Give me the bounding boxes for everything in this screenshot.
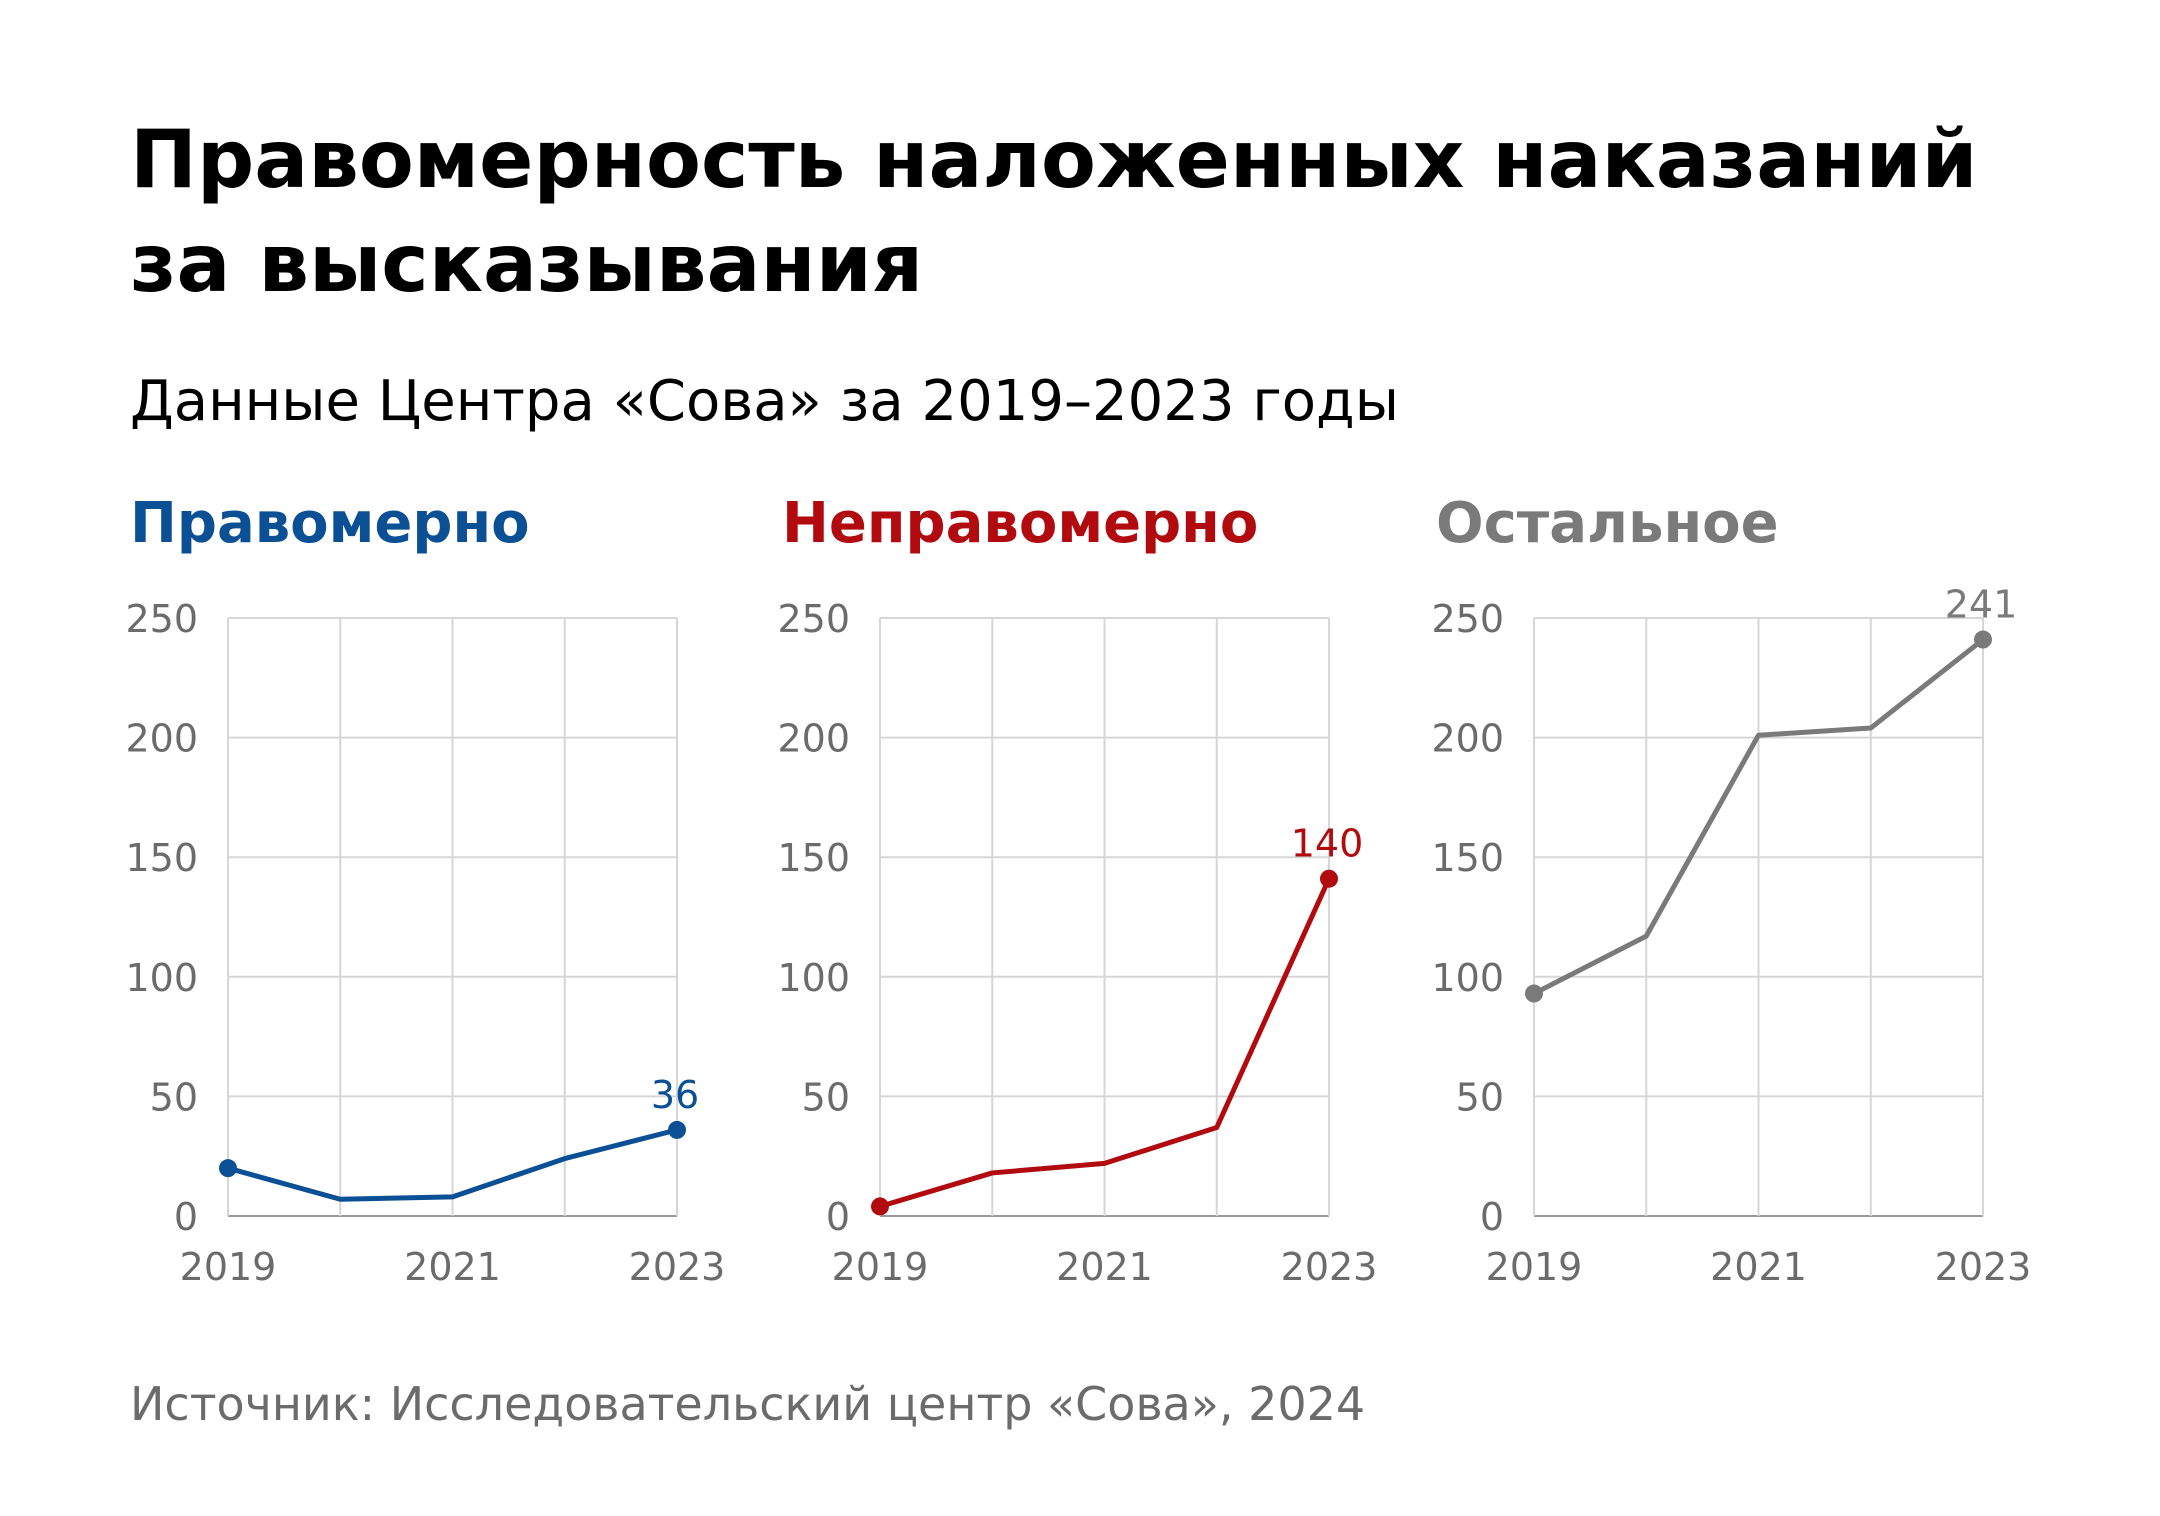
data-point-marker	[1525, 984, 1543, 1003]
data-point-marker	[871, 1197, 889, 1216]
y-tick-label: 100	[125, 956, 198, 1000]
y-tick-label: 250	[777, 597, 850, 641]
series-line	[877, 876, 1332, 1209]
data-label: 140	[1291, 822, 1364, 866]
y-tick-label: 200	[125, 717, 198, 761]
chart-title-lawful: Правомерно	[130, 491, 530, 556]
y-tick-label: 100	[1431, 956, 1504, 1000]
y-tick-label: 150	[1431, 836, 1504, 880]
x-tick-label: 2023	[1935, 1245, 2032, 1289]
series-line	[225, 1127, 680, 1202]
y-tick-label: 50	[150, 1075, 198, 1119]
x-tick-label: 2021	[1056, 1245, 1153, 1289]
data-point-marker	[668, 1120, 686, 1139]
y-tick-label: 200	[1431, 717, 1504, 761]
y-tick-label: 0	[826, 1195, 850, 1239]
y-tick-label: 250	[1431, 597, 1504, 641]
data-point-marker	[1320, 869, 1338, 888]
y-tick-label: 0	[174, 1195, 198, 1239]
y-tick-label: 250	[125, 597, 198, 641]
x-tick-label: 2019	[1486, 1245, 1583, 1289]
data-label: 36	[651, 1073, 699, 1117]
y-tick-label: 150	[777, 836, 850, 880]
y-tick-label: 0	[1480, 1195, 1504, 1239]
chart-title-unlawful: Неправомерно	[782, 491, 1259, 556]
x-tick-label: 2019	[832, 1245, 929, 1289]
x-tick-label: 2023	[629, 1245, 726, 1289]
y-tick-label: 150	[125, 836, 198, 880]
x-tick-label: 2021	[404, 1245, 501, 1289]
chart-lawful: 0 50 100 150 200 250 2019 2021 2023 36	[125, 597, 725, 1289]
data-point-marker	[219, 1159, 237, 1178]
x-tick-label: 2019	[180, 1245, 277, 1289]
x-tick-label: 2023	[1281, 1245, 1378, 1289]
page-title: Правомерность наложенных наказаний за вы…	[130, 113, 1978, 310]
chart-unlawful: 0 50 100 150 200 250 2019 2021 2023 140	[777, 597, 1377, 1289]
y-tick-label: 200	[777, 717, 850, 761]
y-tick-label: 50	[1456, 1075, 1504, 1119]
chart-title-other: Остальное	[1436, 491, 1779, 556]
series-line	[1531, 637, 1986, 997]
chart-other: 0 50 100 150 200 250 2019 2021 2023 241	[1431, 583, 2031, 1289]
x-tick-label: 2021	[1710, 1245, 1807, 1289]
data-point-marker	[1974, 630, 1992, 649]
page-subtitle: Данные Центра «Сова» за 2019–2023 годы	[130, 369, 1399, 434]
y-tick-label: 50	[802, 1075, 850, 1119]
data-label: 241	[1945, 583, 2018, 627]
source-note: Источник: Исследовательский центр «Сова»…	[130, 1377, 1366, 1431]
y-tick-label: 100	[777, 956, 850, 1000]
